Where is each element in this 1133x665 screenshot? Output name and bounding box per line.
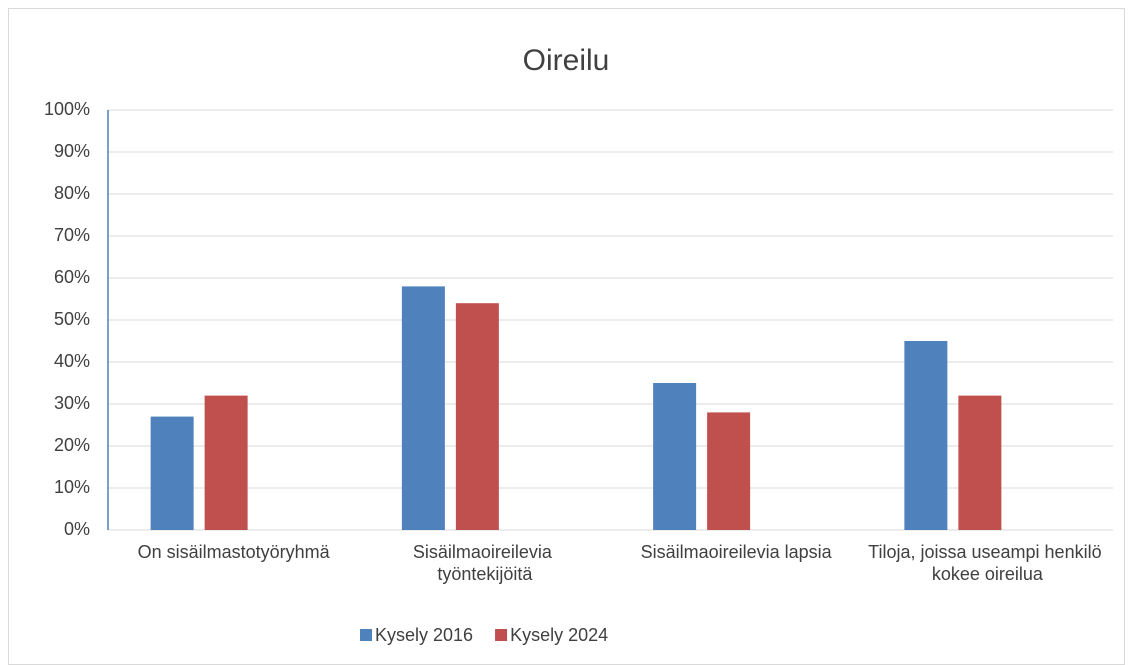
x-tick-label: Sisäilmaoireilevia lapsia — [641, 542, 833, 562]
y-tick-label: 50% — [54, 309, 90, 329]
y-tick-label: 0% — [64, 519, 90, 539]
y-tick-label: 40% — [54, 351, 90, 371]
bar — [653, 383, 697, 530]
y-tick-label: 70% — [54, 225, 90, 245]
legend-label: Kysely 2016 — [375, 625, 473, 645]
y-tick-label: 60% — [54, 267, 90, 287]
x-tick-label: On sisäilmastotyöryhmä — [138, 542, 331, 562]
x-tick-label: Sisäilmaoireilevia työntekijöitä — [413, 542, 557, 584]
legend-swatch — [495, 629, 508, 641]
y-tick-label: 90% — [54, 141, 90, 161]
bar — [204, 395, 248, 530]
y-tick-label: 20% — [54, 435, 90, 455]
y-tick-label: 30% — [54, 393, 90, 413]
x-tick-label: Tiloja, joissa useampi henkilö kokee oir… — [868, 542, 1106, 584]
legend-label: Kysely 2024 — [510, 625, 608, 645]
bar — [401, 286, 445, 530]
bar — [150, 416, 194, 530]
bar — [958, 395, 1002, 530]
bar — [904, 341, 948, 530]
y-tick-label: 10% — [54, 477, 90, 497]
legend-swatch — [360, 629, 372, 641]
chart-title: Oireilu — [523, 44, 610, 77]
chart-frame — [8, 8, 1125, 665]
y-tick-label: 100% — [44, 99, 90, 119]
bar — [455, 303, 499, 530]
bar — [707, 412, 751, 530]
y-tick-label: 80% — [54, 183, 90, 203]
